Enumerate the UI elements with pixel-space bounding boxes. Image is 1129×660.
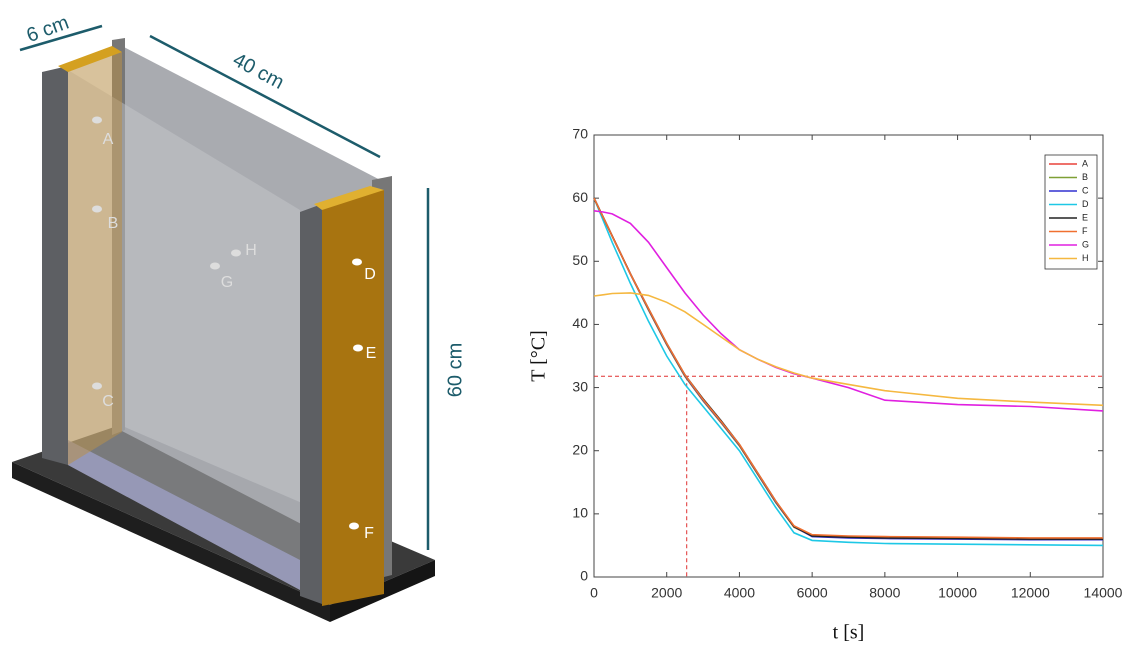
sensor-dot <box>353 345 363 352</box>
sensor-dot <box>92 206 102 213</box>
x-tick-label: 0 <box>590 585 598 601</box>
sensor-dot <box>210 263 220 270</box>
legend-label: B <box>1082 172 1088 182</box>
dimension-label: 60 cm <box>444 343 466 397</box>
legend-label: F <box>1082 226 1088 236</box>
figure: 6 cm 40 cm 60 cm ABCDEFGH 01020304050607… <box>0 0 1129 655</box>
right-post <box>300 204 322 604</box>
left-post <box>42 66 68 465</box>
x-tick-label: 2000 <box>651 585 682 601</box>
legend-label: A <box>1082 158 1088 168</box>
sensor-label: D <box>364 266 376 283</box>
y-tick-label: 40 <box>572 315 588 331</box>
y-axis-label: T [°C] <box>528 330 550 382</box>
x-tick-label: 14000 <box>1084 585 1123 601</box>
sensor-label: B <box>108 215 119 232</box>
legend-label: G <box>1082 239 1089 249</box>
sensor-dot <box>92 383 102 390</box>
dimension-label: 40 cm <box>229 49 287 94</box>
y-tick-label: 60 <box>572 189 588 205</box>
left-plate <box>68 52 122 465</box>
sensor-label: F <box>364 525 374 542</box>
plot-area <box>594 135 1103 577</box>
sensor-dot <box>349 523 359 530</box>
y-tick-label: 0 <box>580 568 588 584</box>
x-tick-label: 4000 <box>724 585 755 601</box>
sensor-label: H <box>245 242 257 259</box>
y-tick-label: 70 <box>572 126 588 142</box>
x-tick-label: 12000 <box>1011 585 1050 601</box>
sensor-label: C <box>102 393 114 410</box>
sensor-dot <box>352 259 362 266</box>
y-tick-label: 50 <box>572 252 588 268</box>
sensor-dot <box>92 117 102 124</box>
legend-label: D <box>1082 199 1089 209</box>
x-axis-label: t [s] <box>833 622 865 644</box>
sensor-label: A <box>103 131 114 148</box>
legend-label: E <box>1082 212 1088 222</box>
x-tick-label: 10000 <box>938 585 977 601</box>
y-tick-label: 20 <box>572 441 588 457</box>
right-plate <box>322 190 384 606</box>
sensor-label: G <box>221 274 233 291</box>
sensor-dot <box>231 250 241 257</box>
x-tick-label: 6000 <box>797 585 828 601</box>
legend-box <box>1045 155 1097 269</box>
y-tick-label: 10 <box>572 505 588 521</box>
legend-label: C <box>1082 185 1089 195</box>
sensor-label: E <box>366 345 377 362</box>
legend-label: H <box>1082 253 1089 263</box>
x-tick-label: 8000 <box>869 585 900 601</box>
y-tick-label: 30 <box>572 378 588 394</box>
